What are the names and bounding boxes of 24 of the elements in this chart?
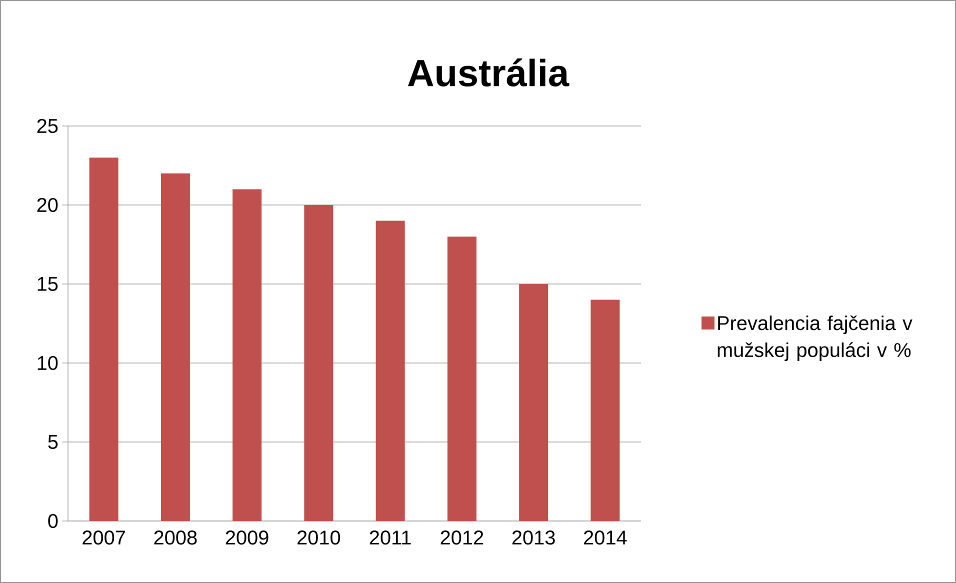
- x-tick-label: 2010: [298, 530, 340, 545]
- y-tick-label: 15: [38, 277, 58, 291]
- bar: [232, 189, 262, 522]
- chart-title: Austrália: [408, 58, 570, 87]
- bar: [376, 220, 405, 522]
- y-tick-label: 5: [48, 435, 58, 449]
- bar: [160, 173, 190, 522]
- bar: [89, 158, 118, 522]
- x-tick-label: 2009: [226, 530, 268, 545]
- bar: [447, 236, 476, 522]
- y-tick-label: 20: [37, 198, 58, 212]
- x-tick-label: 2008: [154, 530, 197, 545]
- y-tick-label: 0: [48, 514, 58, 528]
- x-tick-label: 2013: [512, 530, 555, 545]
- x-tick-label: 2012: [440, 530, 484, 545]
- bar: [304, 205, 334, 522]
- y-tick-label: 10: [38, 356, 58, 370]
- x-tick-label: 2014: [584, 530, 627, 545]
- y-tick-label: 25: [37, 118, 58, 134]
- x-tick-label: 2011: [370, 530, 411, 545]
- legend-label: Prevalencia fajčenia v mužskej populáci v %: [718, 316, 912, 362]
- x-tick-label: 2007: [82, 530, 125, 545]
- bar: [590, 300, 620, 522]
- bar: [519, 284, 548, 522]
